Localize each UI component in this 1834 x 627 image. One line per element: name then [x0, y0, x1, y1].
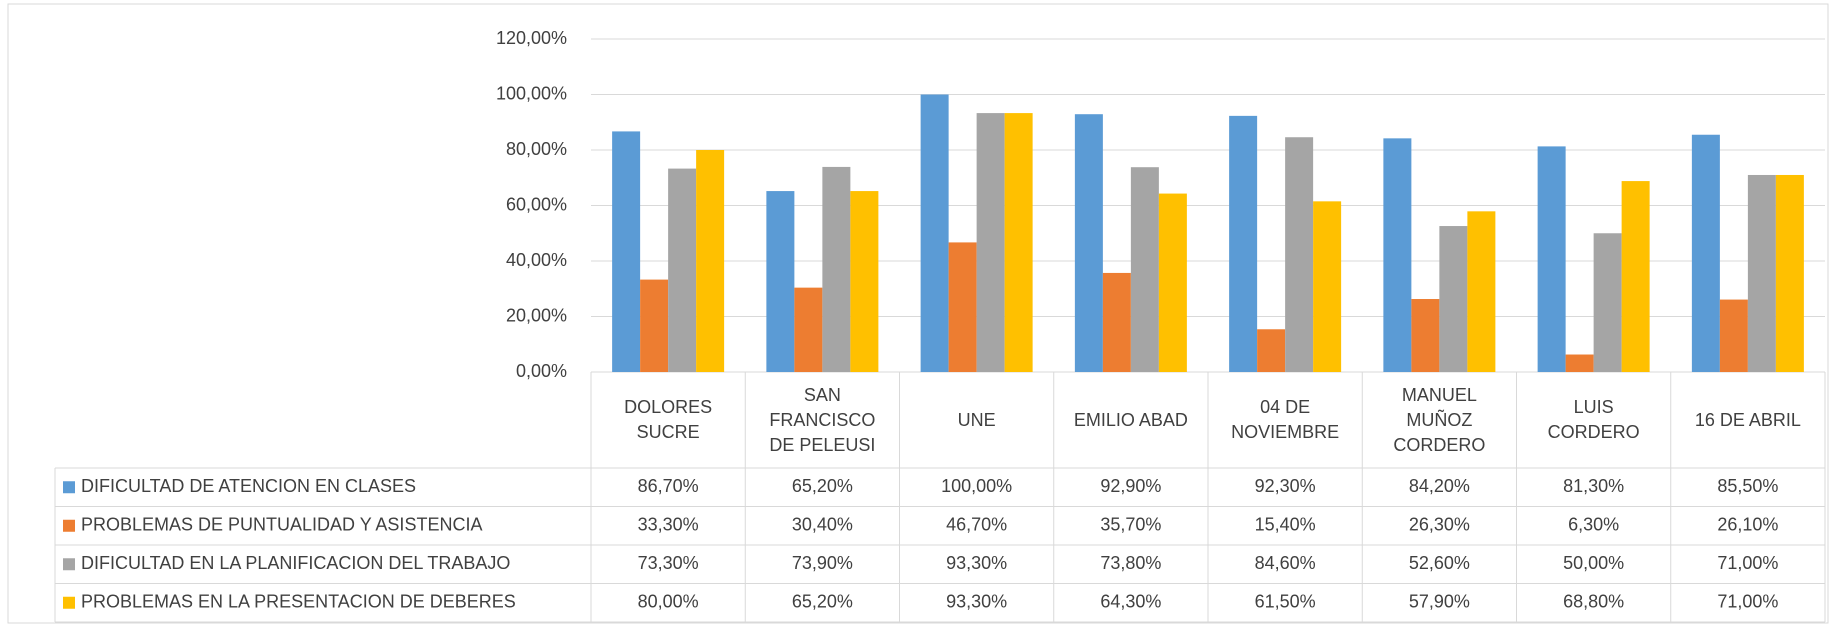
x-tick-label: UNE [957, 409, 996, 430]
value-label: 71,00% [1717, 553, 1778, 573]
bar [1621, 181, 1650, 372]
bar [1074, 114, 1103, 372]
bar [1411, 299, 1440, 372]
y-tick-label: 120,00% [496, 28, 567, 48]
bar [696, 150, 725, 372]
y-tick-label: 20,00% [506, 305, 567, 325]
value-label: 85,50% [1717, 476, 1778, 496]
value-label: 30,40% [792, 515, 853, 535]
y-tick-label: 40,00% [506, 250, 567, 270]
value-label: 61,50% [1255, 592, 1316, 612]
bar [1130, 167, 1159, 372]
value-label: 84,60% [1255, 553, 1316, 573]
value-label: 71,00% [1717, 592, 1778, 612]
value-label: 100,00% [941, 476, 1012, 496]
value-label: 73,30% [638, 553, 699, 573]
value-label: 64,30% [1100, 592, 1161, 612]
value-label: 81,30% [1563, 476, 1624, 496]
bar [1313, 201, 1342, 372]
y-tick-label: 60,00% [506, 194, 567, 214]
bar [822, 166, 851, 372]
x-tick-label: 16 DE ABRIL [1694, 409, 1801, 430]
x-tick-label: 04 DE NOVIEMBRE [1231, 397, 1340, 442]
bar [1004, 113, 1033, 372]
bar [1285, 137, 1314, 372]
x-tick-label: LUIS CORDERO [1547, 397, 1640, 442]
value-label: 57,90% [1409, 592, 1470, 612]
bar [1719, 299, 1748, 372]
bar [1102, 272, 1131, 372]
bar [976, 113, 1005, 372]
x-tick-label: SAN FRANCISCO DE PELEUSI [769, 384, 876, 455]
value-label: 86,70% [638, 476, 699, 496]
bar [668, 168, 697, 372]
value-label: 84,20% [1409, 476, 1470, 496]
value-label: 33,30% [638, 515, 699, 535]
x-tick-label: MANUEL MUÑOZ CORDERO [1393, 384, 1486, 455]
legend-swatch [63, 519, 75, 532]
x-tick-label: EMILIO ABAD [1073, 409, 1188, 430]
bar [1775, 174, 1804, 372]
value-label: 52,60% [1409, 553, 1470, 573]
bar [1747, 174, 1776, 372]
legend-swatch [63, 481, 75, 494]
bar [1593, 233, 1622, 372]
bar [612, 131, 641, 372]
y-tick-label: 0,00% [516, 361, 567, 381]
value-label: 15,40% [1255, 515, 1316, 535]
legend-label: PROBLEMAS EN LA PRESENTACION DE DEBERES [81, 592, 516, 612]
bar [1467, 211, 1496, 372]
value-label: 50,00% [1563, 553, 1624, 573]
bar [1383, 138, 1412, 372]
value-label: 65,20% [792, 476, 853, 496]
legend-label: DIFICULTAD EN LA PLANIFICACION DEL TRABA… [81, 553, 510, 573]
y-tick-label: 80,00% [506, 139, 567, 159]
value-label: 93,30% [946, 553, 1007, 573]
bar [1158, 193, 1187, 372]
bar [794, 287, 823, 372]
bar [920, 94, 949, 372]
value-label: 26,30% [1409, 515, 1470, 535]
value-label: 73,90% [792, 553, 853, 573]
value-label: 92,30% [1255, 476, 1316, 496]
frame [7, 3, 1829, 624]
value-label: 80,00% [638, 592, 699, 612]
value-label: 26,10% [1717, 515, 1778, 535]
y-tick-label: 100,00% [496, 83, 567, 103]
bar [1691, 134, 1720, 372]
legend-label: DIFICULTAD DE ATENCION EN CLASES [81, 476, 416, 496]
legend-label: PROBLEMAS DE PUNTUALIDAD Y ASISTENCIA [81, 515, 482, 535]
bar [766, 191, 795, 372]
value-label: 6,30% [1568, 515, 1619, 535]
value-label: 68,80% [1563, 592, 1624, 612]
value-label: 35,70% [1100, 515, 1161, 535]
x-tick-label: DOLORES SUCRE [624, 397, 713, 442]
bar [1257, 329, 1286, 372]
legend-swatch [63, 596, 75, 609]
value-label: 93,30% [946, 592, 1007, 612]
bar [1565, 354, 1594, 372]
value-label: 46,70% [946, 515, 1007, 535]
value-label: 65,20% [792, 592, 853, 612]
value-label: 73,80% [1100, 553, 1161, 573]
value-label: 92,90% [1100, 476, 1161, 496]
bar [640, 279, 669, 372]
bar [948, 242, 977, 372]
bar [1537, 146, 1566, 372]
legend-swatch [63, 558, 75, 571]
bar [1229, 115, 1258, 373]
bar [1439, 226, 1468, 372]
bar [850, 191, 879, 372]
